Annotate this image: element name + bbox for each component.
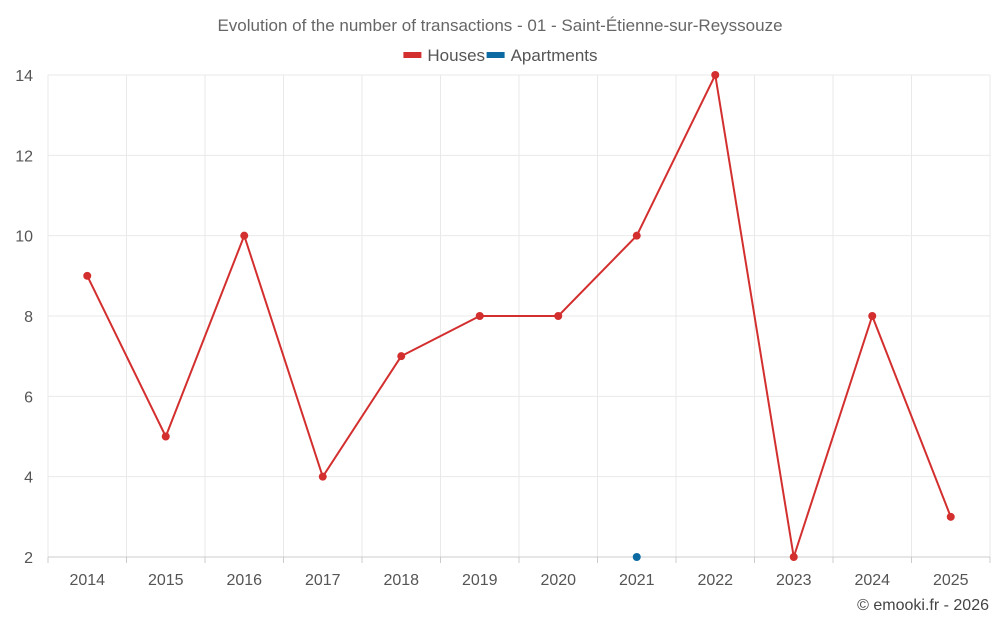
legend-swatch-apartments bbox=[486, 52, 505, 58]
data-point-houses[interactable] bbox=[397, 352, 406, 361]
y-tick-label: 6 bbox=[24, 389, 33, 406]
y-tick-label: 4 bbox=[24, 470, 33, 487]
data-point-houses[interactable] bbox=[161, 432, 170, 441]
x-tick-label: 2018 bbox=[383, 572, 419, 589]
x-tick-label: 2014 bbox=[69, 572, 105, 589]
x-tick-label: 2015 bbox=[148, 572, 184, 589]
y-tick-label: 8 bbox=[24, 309, 33, 326]
x-tick-label: 2016 bbox=[226, 572, 262, 589]
chart-title: Evolution of the number of transactions … bbox=[217, 16, 782, 35]
legend-item-houses[interactable]: Houses bbox=[403, 46, 485, 65]
x-tick-label: 2022 bbox=[697, 572, 733, 589]
y-tick-label: 2 bbox=[24, 550, 33, 567]
legend-label-apartments: Apartments bbox=[511, 46, 598, 65]
x-tick-label: 2024 bbox=[854, 572, 890, 589]
y-tick-label: 12 bbox=[15, 148, 33, 165]
x-tick-label: 2021 bbox=[619, 572, 655, 589]
legend: Houses Apartments bbox=[403, 46, 598, 65]
y-tick-label: 10 bbox=[15, 229, 33, 246]
legend-item-apartments[interactable]: Apartments bbox=[486, 46, 598, 65]
data-point-houses[interactable] bbox=[240, 231, 249, 240]
x-tick-label: 2019 bbox=[462, 572, 498, 589]
data-point-houses[interactable] bbox=[711, 71, 720, 79]
y-tick-label: 14 bbox=[15, 68, 33, 85]
series-layer bbox=[83, 71, 955, 561]
x-tick-label: 2023 bbox=[776, 572, 812, 589]
series-line-houses bbox=[86, 71, 952, 558]
x-tick-label: 2017 bbox=[305, 572, 341, 589]
data-point-houses[interactable] bbox=[554, 312, 563, 320]
data-point-houses[interactable] bbox=[868, 312, 877, 320]
data-point-houses[interactable] bbox=[318, 472, 327, 481]
x-tick-label: 2025 bbox=[933, 572, 969, 589]
data-point-apartments[interactable] bbox=[632, 553, 641, 561]
legend-swatch-houses bbox=[403, 52, 422, 58]
credit-text: © emooki.fr - 2026 bbox=[857, 597, 989, 614]
axes: 2 4 6 8 10 12 14 2014 2015 2016 2017 2018 2019 2020 20… bbox=[15, 68, 991, 589]
data-point-houses[interactable] bbox=[475, 312, 484, 320]
data-point-houses[interactable] bbox=[632, 231, 641, 240]
data-point-houses[interactable] bbox=[946, 512, 955, 521]
data-point-houses[interactable] bbox=[83, 271, 92, 280]
data-point-houses[interactable] bbox=[789, 553, 798, 561]
x-tick-label: 2020 bbox=[540, 572, 576, 589]
legend-label-houses: Houses bbox=[427, 46, 485, 65]
